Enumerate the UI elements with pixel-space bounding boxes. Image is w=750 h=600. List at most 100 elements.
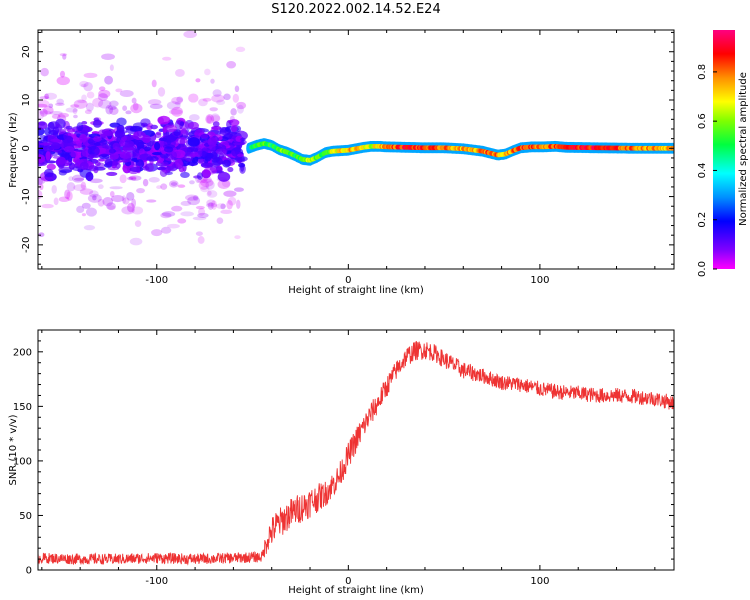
spectral-noise-blob: [83, 72, 98, 79]
spectral-noise-blob: [109, 153, 120, 160]
spectral-noise-blob: [211, 157, 223, 166]
spectral-noise-blob: [89, 190, 99, 198]
spectral-noise-blob: [109, 190, 115, 198]
spectral-noise-blob: [143, 146, 151, 152]
colorbar-tick-label: 0.2: [697, 212, 708, 228]
y-tick-label: 0: [21, 145, 32, 151]
spectral-noise-blob: [237, 104, 244, 114]
spectral-noise-blob: [106, 202, 116, 210]
spectral-noise-blob: [79, 133, 88, 143]
spectral-noise-blob: [76, 205, 85, 213]
spectral-noise-blob: [222, 159, 231, 168]
spectral-noise-blob: [200, 176, 212, 184]
spectral-noise-blob: [63, 132, 69, 140]
spectral-noise-blob: [159, 168, 168, 177]
spectral-noise-blob: [233, 187, 244, 192]
spectral-noise-blob: [142, 134, 151, 144]
spectral-noise-blob: [226, 61, 237, 69]
spectral-noise-blob: [227, 196, 237, 206]
spectral-noise-blob: [182, 127, 187, 134]
spectral-noise-blob: [51, 114, 61, 119]
spectral-noise-blob: [126, 191, 135, 201]
spectral-noise-blob: [39, 110, 52, 115]
spectral-noise-blob: [62, 53, 67, 60]
spectral-noise-blob: [227, 167, 234, 173]
spectral-noise-blob: [211, 200, 218, 210]
spectral-noise-blob: [77, 100, 87, 104]
spectral-noise-blob: [59, 169, 73, 173]
x-tick-label: 100: [530, 275, 549, 286]
spectral-noise-blob: [167, 223, 180, 229]
spectral-noise-blob: [68, 176, 74, 182]
spectral-noise-blob: [98, 89, 111, 99]
y-tick-label: 200: [13, 347, 32, 358]
spectral-noise-blob: [81, 202, 91, 209]
x-tick-label: -100: [145, 576, 168, 587]
spectral-noise-blob: [200, 134, 209, 139]
spectral-noise-blob: [87, 193, 102, 203]
spectral-noise-blob: [81, 121, 88, 125]
spectral-noise-blob: [130, 103, 143, 114]
spectral-noise-blob: [40, 67, 49, 77]
spectral-noise-blob: [97, 93, 108, 102]
spectral-noise-blob: [160, 226, 172, 234]
spectral-noise-blob: [131, 177, 137, 181]
spectral-noise-blob: [121, 195, 127, 204]
colorbar-scale: [713, 30, 735, 269]
y-tick-label: 10: [21, 94, 32, 107]
spectral-noise-blob: [177, 184, 186, 188]
spectral-noise-blob: [63, 146, 75, 153]
colorbar-tick-label: 0.4: [697, 162, 708, 178]
spectral-noise-blob: [207, 202, 214, 210]
spectral-noise-blob: [70, 104, 80, 108]
spectral-noise-blob: [93, 142, 101, 146]
spectral-noise-blob: [59, 70, 66, 78]
y-tick-label: -10: [21, 188, 32, 204]
spectral-noise-blob: [196, 172, 203, 180]
spectral-noise-blob: [234, 85, 240, 93]
spectral-noise-blob: [198, 98, 208, 107]
spectrogram-xlabel: Height of straight line (km): [288, 285, 424, 296]
spectral-noise-blob: [56, 76, 71, 86]
spectral-noise-blob: [188, 114, 200, 121]
spectral-noise-blob: [56, 98, 64, 105]
spectral-noise-blob: [80, 181, 87, 190]
spectral-noise-blob: [236, 153, 245, 158]
spectral-noise-blob: [183, 30, 197, 39]
spectral-noise-blob: [163, 146, 174, 153]
spectral-noise-blob: [205, 114, 215, 125]
spectral-noise-blob: [139, 153, 152, 161]
x-tick-label: 0: [345, 275, 351, 286]
snr-series-line: [38, 341, 674, 566]
spectral-noise-blob: [200, 185, 210, 193]
spectral-noise-blob: [234, 155, 248, 162]
spectral-noise-blob: [127, 202, 135, 213]
spectral-noise-blob: [223, 93, 231, 101]
spectral-noise-blob: [116, 117, 127, 127]
spectral-noise-blob: [171, 205, 183, 212]
spectral-noise-blob: [180, 171, 190, 178]
spectral-noise-blob: [200, 178, 214, 187]
spectral-noise-blob: [87, 153, 101, 159]
spectral-noise-blob: [119, 139, 126, 147]
spectral-noise-blob: [201, 151, 208, 157]
spectral-noise-blob: [76, 122, 84, 132]
spectral-noise-blob: [188, 154, 200, 158]
spectral-noise-blob: [66, 182, 76, 192]
spectral-noise-blob: [87, 145, 100, 156]
spectral-noise-blob: [134, 159, 139, 163]
spectral-noise-blob: [104, 75, 113, 85]
spectral-noise-blob: [48, 103, 54, 109]
spectral-noise-blob: [206, 199, 216, 207]
spectral-noise-blob: [41, 203, 54, 209]
spectral-noise-blob: [192, 195, 199, 201]
spectral-noise-blob: [140, 122, 148, 127]
spectral-noise-blob: [65, 107, 78, 113]
spectral-noise-blob: [79, 161, 89, 170]
spectral-noise-blob: [146, 199, 157, 203]
spectral-noise-blob: [109, 106, 119, 115]
spectral-noise-blob: [80, 83, 87, 88]
spectral-noise-blob: [95, 161, 101, 167]
spectral-noise-blob: [45, 160, 57, 164]
